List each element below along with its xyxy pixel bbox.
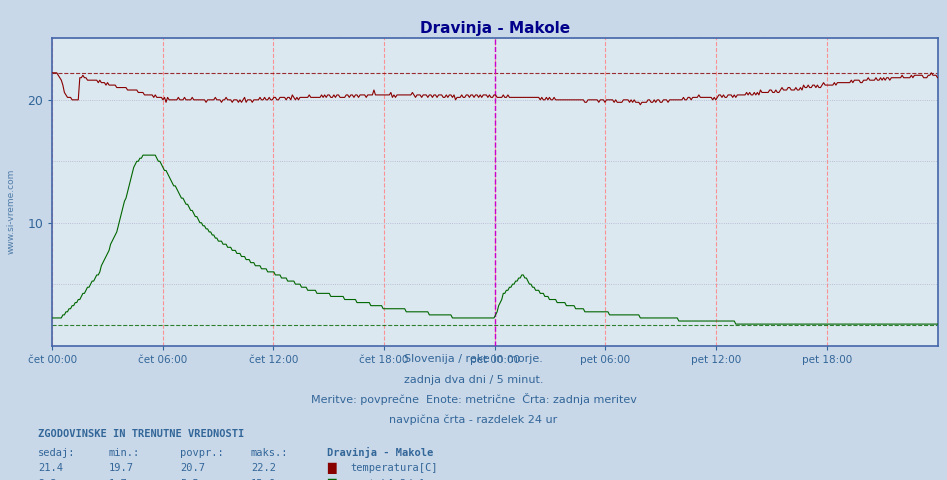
Text: █: █ bbox=[327, 463, 335, 474]
Text: zadnja dva dni / 5 minut.: zadnja dva dni / 5 minut. bbox=[403, 374, 544, 384]
Text: Slovenija / reke in morje.: Slovenija / reke in morje. bbox=[404, 354, 543, 364]
Text: pretok[m3/s]: pretok[m3/s] bbox=[350, 479, 425, 480]
Title: Dravinja - Makole: Dravinja - Makole bbox=[420, 21, 570, 36]
Text: ZGODOVINSKE IN TRENUTNE VREDNOSTI: ZGODOVINSKE IN TRENUTNE VREDNOSTI bbox=[38, 429, 244, 439]
Text: maks.:: maks.: bbox=[251, 448, 289, 458]
Text: Meritve: povprečne  Enote: metrične  Črta: zadnja meritev: Meritve: povprečne Enote: metrične Črta:… bbox=[311, 393, 636, 405]
Text: 19.7: 19.7 bbox=[109, 463, 134, 473]
Text: 2.3: 2.3 bbox=[38, 479, 57, 480]
Text: Dravinja - Makole: Dravinja - Makole bbox=[327, 447, 433, 458]
Text: 21.4: 21.4 bbox=[38, 463, 63, 473]
Text: 1.7: 1.7 bbox=[109, 479, 128, 480]
Text: 22.2: 22.2 bbox=[251, 463, 276, 473]
Text: www.si-vreme.com: www.si-vreme.com bbox=[7, 168, 16, 254]
Text: navpična črta - razdelek 24 ur: navpična črta - razdelek 24 ur bbox=[389, 414, 558, 425]
Text: 15.6: 15.6 bbox=[251, 479, 276, 480]
Text: temperatura[C]: temperatura[C] bbox=[350, 463, 438, 473]
Text: povpr.:: povpr.: bbox=[180, 448, 223, 458]
Text: █: █ bbox=[327, 479, 335, 480]
Text: sedaj:: sedaj: bbox=[38, 448, 76, 458]
Text: min.:: min.: bbox=[109, 448, 140, 458]
Text: 20.7: 20.7 bbox=[180, 463, 205, 473]
Text: 5.5: 5.5 bbox=[180, 479, 199, 480]
